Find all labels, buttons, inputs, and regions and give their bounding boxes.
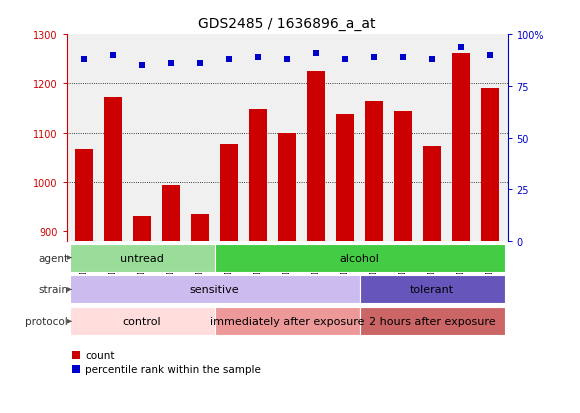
Bar [249, 110, 267, 413]
Bar [394, 112, 412, 413]
Point [253, 55, 263, 61]
Bar [307, 72, 325, 413]
Bar [336, 115, 354, 413]
Title: GDS2485 / 1636896_a_at: GDS2485 / 1636896_a_at [198, 17, 376, 31]
Bar [215, 244, 505, 272]
Bar [191, 214, 209, 413]
Point [485, 52, 495, 59]
Point [282, 57, 292, 63]
Text: sensitive: sensitive [190, 285, 240, 295]
Text: tolerant: tolerant [410, 285, 454, 295]
Point [79, 57, 89, 63]
Legend: count, percentile rank within the sample: count, percentile rank within the sample [72, 351, 262, 375]
Bar [104, 98, 122, 413]
Text: strain: strain [38, 285, 68, 295]
Point [166, 61, 176, 67]
Point [224, 57, 234, 63]
Bar [278, 133, 296, 413]
Point [340, 57, 350, 63]
Point [108, 52, 118, 59]
Bar [220, 144, 238, 413]
Bar [360, 308, 505, 335]
Bar [75, 149, 93, 413]
Text: immediately after exposure: immediately after exposure [210, 316, 364, 327]
Point [137, 63, 147, 69]
Point [427, 57, 437, 63]
Bar [70, 244, 215, 272]
Text: alcohol: alcohol [340, 253, 379, 263]
Point [195, 61, 205, 67]
Text: 2 hours after exposure: 2 hours after exposure [369, 316, 495, 327]
Text: control: control [123, 316, 161, 327]
Bar [70, 276, 360, 304]
Bar [360, 276, 505, 304]
Bar [162, 186, 180, 413]
Point [311, 50, 321, 57]
Text: agent: agent [38, 253, 68, 263]
Point [456, 44, 466, 51]
Bar [70, 308, 215, 335]
Text: untread: untread [120, 253, 164, 263]
Bar [215, 308, 360, 335]
Bar [452, 54, 470, 413]
Bar [365, 102, 383, 413]
Bar [481, 89, 499, 413]
Text: protocol: protocol [26, 316, 68, 327]
Point [398, 55, 408, 61]
Bar [423, 147, 441, 413]
Point [369, 55, 379, 61]
Bar [133, 216, 151, 413]
